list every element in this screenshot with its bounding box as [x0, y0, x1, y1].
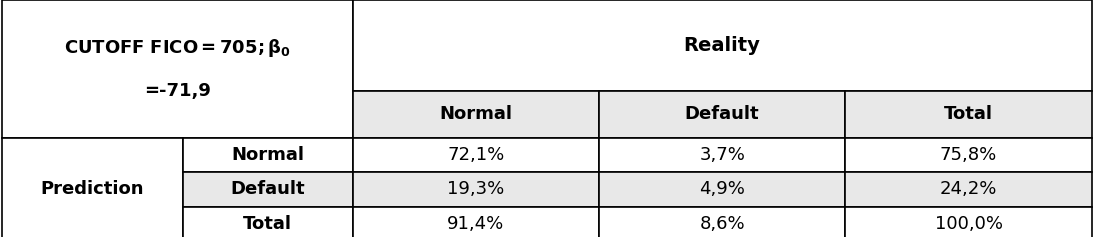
Text: Default: Default [684, 105, 760, 123]
Text: 75,8%: 75,8% [940, 146, 998, 164]
Text: Total: Total [944, 105, 993, 123]
Bar [599, 138, 845, 172]
Text: 8,6%: 8,6% [700, 215, 745, 233]
Bar [845, 207, 1092, 237]
Bar [353, 138, 599, 172]
Bar [353, 91, 599, 138]
Bar [353, 207, 599, 237]
Bar [183, 172, 353, 207]
Text: 4,9%: 4,9% [700, 181, 745, 198]
Text: 72,1%: 72,1% [447, 146, 505, 164]
Bar [353, 0, 1092, 91]
Text: Normal: Normal [439, 105, 512, 123]
Text: 24,2%: 24,2% [940, 181, 998, 198]
Text: 100,0%: 100,0% [934, 215, 1003, 233]
Bar [845, 172, 1092, 207]
Text: 91,4%: 91,4% [447, 215, 505, 233]
Bar [2, 138, 183, 237]
Text: Prediction: Prediction [41, 181, 145, 198]
Bar [845, 91, 1092, 138]
Bar [183, 138, 353, 172]
Bar [353, 172, 599, 207]
Bar [599, 91, 845, 138]
Text: Total: Total [243, 215, 292, 233]
Bar [2, 0, 353, 138]
Text: Default: Default [230, 181, 306, 198]
Text: Normal: Normal [231, 146, 304, 164]
Text: 3,7%: 3,7% [700, 146, 745, 164]
Bar [845, 138, 1092, 172]
Bar [183, 207, 353, 237]
Bar [599, 172, 845, 207]
Text: Reality: Reality [683, 36, 761, 55]
Bar [599, 207, 845, 237]
Text: =-71,9: =-71,9 [143, 82, 211, 100]
Text: $\mathbf{CUTOFF\ FICO=}$$\mathbf{705; \beta_0}$: $\mathbf{CUTOFF\ FICO=}$$\mathbf{705; \b… [64, 37, 291, 59]
Text: 19,3%: 19,3% [447, 181, 505, 198]
